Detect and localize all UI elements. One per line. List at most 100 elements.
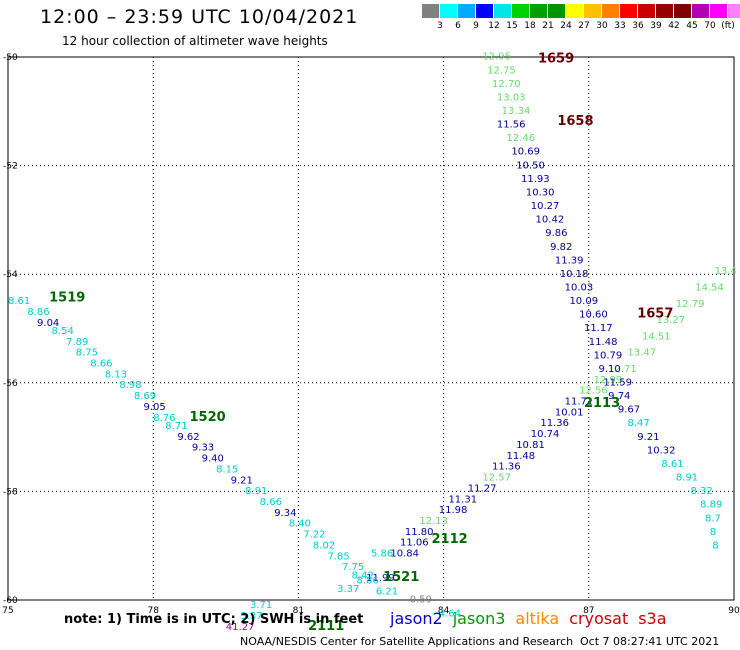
legend-entry-s3a: s3a (638, 609, 667, 628)
swh-value-label: 9.05 (144, 402, 166, 413)
swh-value-label: 8.54 (52, 326, 74, 337)
swh-value-label: 8.7 (705, 513, 721, 524)
swh-value-label: 11.36 (540, 418, 569, 429)
swh-value-label: 9.10 (598, 364, 620, 375)
swh-value-label: 3.37 (337, 584, 359, 595)
swh-value-label: 9.74 (608, 391, 630, 402)
color-scale-tick-label: 30 (596, 21, 608, 31)
swh-value-label: 9.86 (545, 228, 567, 239)
swh-value-label: 13.47 (628, 348, 657, 359)
swh-value-label: 12.57 (482, 473, 511, 484)
swh-value-label: 10.74 (531, 429, 560, 440)
color-scale-cell (728, 4, 740, 18)
swh-value-label: 7.22 (303, 530, 325, 541)
swh-value-label: 8.40 (289, 519, 311, 530)
swh-value-label: 8.75 (76, 348, 98, 359)
swh-value-label: 10.79 (594, 350, 623, 361)
color-scale-ticks: 3 6 9 12 15 18 21 24 27 30 33 36 39 42 45 70 (ft) (422, 21, 740, 31)
color-scale-cell (548, 4, 566, 18)
legend-entry-cryosat: cryosat (569, 609, 629, 628)
time-label: 1659 (538, 51, 574, 66)
swh-value-label: 10.42 (536, 215, 565, 226)
time-label: 1521 (383, 570, 419, 585)
swh-value-label: 9.34 (274, 508, 296, 519)
swh-value-label: 8.69 (134, 391, 156, 402)
color-scale-cell (692, 4, 710, 18)
y-tick-label: -54 (3, 270, 18, 280)
swh-value-label: 10.69 (511, 147, 540, 158)
swh-value-label: 4.64 (439, 608, 461, 619)
color-scale-tick-label: 21 (542, 21, 554, 31)
color-scale-cell (620, 4, 638, 18)
swh-value-label: 7.89 (66, 337, 88, 348)
swh-value-label: 11.98 (439, 505, 468, 516)
swh-value-label: 10.01 (555, 407, 584, 418)
swh-value-label: 8.66 (260, 497, 282, 508)
swh-value-label: 8.61 (8, 296, 30, 307)
swh-value-label: 7.75 (342, 562, 364, 573)
swh-value-label: 8.89 (700, 500, 722, 511)
swh-value-label: 9.62 (177, 432, 199, 443)
swh-value-label: 12.56 (579, 386, 608, 397)
swh-value-label: 8.71 (165, 421, 187, 432)
swh-value-label: 9.21 (231, 475, 253, 486)
swh-value-label: 8 (710, 527, 716, 538)
swh-value-label: 12.79 (676, 299, 705, 310)
swh-value-label: 8.02 (313, 540, 335, 551)
swh-value-label: 10.03 (565, 282, 594, 293)
color-scale-tick-label: 12 (488, 21, 500, 31)
swh-value-label: 8.91 (245, 486, 267, 497)
swh-value-label: 8.47 (628, 418, 650, 429)
swh-value-label: 8.86 (27, 307, 49, 318)
swh-value-label: 11.17 (584, 323, 613, 334)
swh-value-label: 11.36 (492, 462, 521, 473)
color-scale-tick-label: 3 (437, 21, 443, 31)
swh-value-label: 10.30 (526, 187, 555, 198)
swh-value-label: 9.67 (618, 405, 640, 416)
color-scale-tick-label: 70 (704, 21, 716, 31)
plot-frame (7, 56, 735, 601)
chart-subtitle: 12 hour collection of altimeter wave hei… (62, 34, 328, 48)
swh-value-label: 13.34 (502, 106, 531, 117)
swh-value-label: 14.54 (695, 282, 724, 293)
swh-value-label: 9.04 (37, 318, 59, 329)
color-scale-tick-label: (ft) (721, 21, 735, 31)
y-tick-label: -50 (3, 53, 18, 63)
swh-value-label: 10.18 (560, 269, 589, 280)
swh-value-label: 5.86 (371, 549, 393, 560)
swh-value-label: 8.61 (661, 459, 683, 470)
color-scale-cell (530, 4, 548, 18)
color-scale-tick-label: 33 (614, 21, 626, 31)
swh-value-label: 13.03 (497, 92, 526, 103)
color-scale-tick-label: 45 (686, 21, 698, 31)
swh-value-label: 41.27 (226, 622, 255, 633)
color-scale-cells (422, 4, 740, 18)
satellite-legend: jason2 jason3 altika cryosat s3a (390, 609, 677, 628)
swh-value-label: 11.48 (507, 451, 536, 462)
swh-value-label: 11.71 (565, 397, 594, 408)
color-scale-tick-label: 24 (560, 21, 572, 31)
swh-value-label: 3.37 (240, 611, 262, 622)
swh-value-label: 8.76 (153, 413, 175, 424)
color-scale-cell (638, 4, 656, 18)
swh-value-label: 9.21 (637, 432, 659, 443)
color-scale-cell (512, 4, 530, 18)
swh-value-label: 8 (712, 540, 718, 551)
swh-value-label: 10.32 (647, 445, 676, 456)
y-tick-label: -56 (3, 379, 18, 389)
swh-value-label: 8.42 (352, 570, 374, 581)
swh-value-label: 14.51 (642, 331, 671, 342)
color-scale-tick-label: 27 (578, 21, 590, 31)
swh-value-label: 9.40 (202, 454, 224, 465)
color-scale-tick-label: 36 (632, 21, 644, 31)
color-scale-tick-label: 15 (506, 21, 518, 31)
swh-value-label: 8.32 (690, 486, 712, 497)
color-scale-cell (476, 4, 494, 18)
swh-value-label: 12.99 (594, 375, 623, 386)
swh-value-label: 12.46 (507, 133, 536, 144)
swh-value-label: 9.82 (550, 242, 572, 253)
x-tick-label: 87 (583, 606, 594, 616)
swh-value-label: 11.93 (521, 174, 550, 185)
x-tick-label: 81 (293, 606, 304, 616)
x-tick-label: 90 (728, 606, 740, 616)
